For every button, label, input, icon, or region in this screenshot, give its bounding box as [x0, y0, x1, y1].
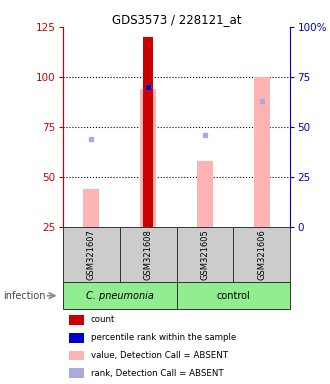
Bar: [197, 161, 213, 227]
Text: control: control: [216, 291, 250, 301]
Bar: [140, 89, 156, 227]
Text: GSM321608: GSM321608: [144, 229, 152, 280]
Text: count: count: [91, 315, 115, 324]
Bar: [254, 77, 270, 227]
Text: GSM321607: GSM321607: [87, 229, 96, 280]
Bar: [143, 37, 153, 227]
Text: infection: infection: [3, 291, 46, 301]
Text: C. pneumonia: C. pneumonia: [86, 291, 153, 301]
Text: rank, Detection Call = ABSENT: rank, Detection Call = ABSENT: [91, 369, 223, 378]
Title: GDS3573 / 228121_at: GDS3573 / 228121_at: [112, 13, 241, 26]
Text: GSM321605: GSM321605: [201, 229, 210, 280]
Text: GSM321606: GSM321606: [257, 229, 266, 280]
Text: value, Detection Call = ABSENT: value, Detection Call = ABSENT: [91, 351, 228, 360]
Text: percentile rank within the sample: percentile rank within the sample: [91, 333, 236, 342]
Bar: [83, 189, 99, 227]
